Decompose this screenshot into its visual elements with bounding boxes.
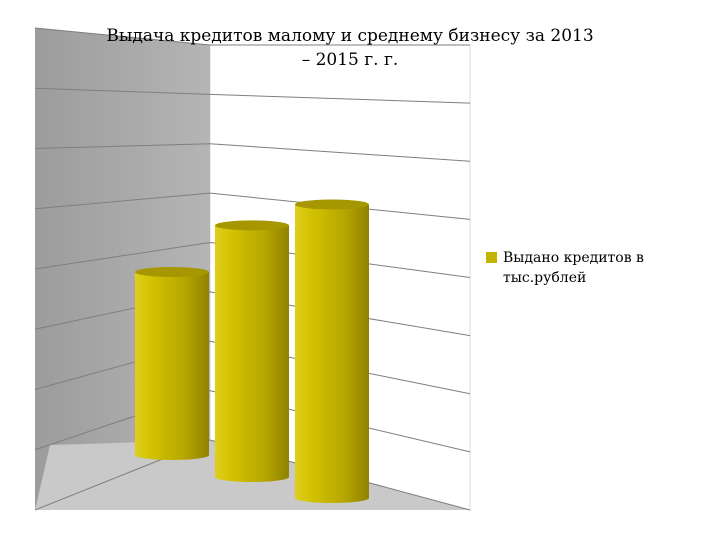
gridline-back: [209, 93, 471, 104]
bar-2014: [215, 220, 289, 482]
bar-body: [215, 225, 289, 482]
bar-2013: [135, 267, 209, 460]
bar-body: [135, 272, 209, 460]
bar-body: [295, 204, 369, 503]
bar-top: [215, 220, 289, 231]
chart-title: Выдача кредитов малому и среднему бизнес…: [106, 26, 594, 70]
gridline-side: [34, 242, 211, 270]
legend-swatch: [486, 252, 497, 263]
gridline-side: [34, 192, 211, 210]
gridline-side: [34, 27, 211, 46]
bar-2015: [295, 199, 369, 503]
gridline-side: [34, 143, 211, 149]
gridline-side: [34, 87, 211, 95]
legend-label: Выдано кредитов в тыс.рублей: [503, 250, 644, 286]
chart-legend: Выдано кредитов в тыс.рублей: [486, 248, 686, 288]
gridline-back: [209, 143, 471, 162]
bar-top: [295, 199, 369, 210]
bar-top: [135, 267, 209, 277]
bar-series: [135, 199, 369, 503]
